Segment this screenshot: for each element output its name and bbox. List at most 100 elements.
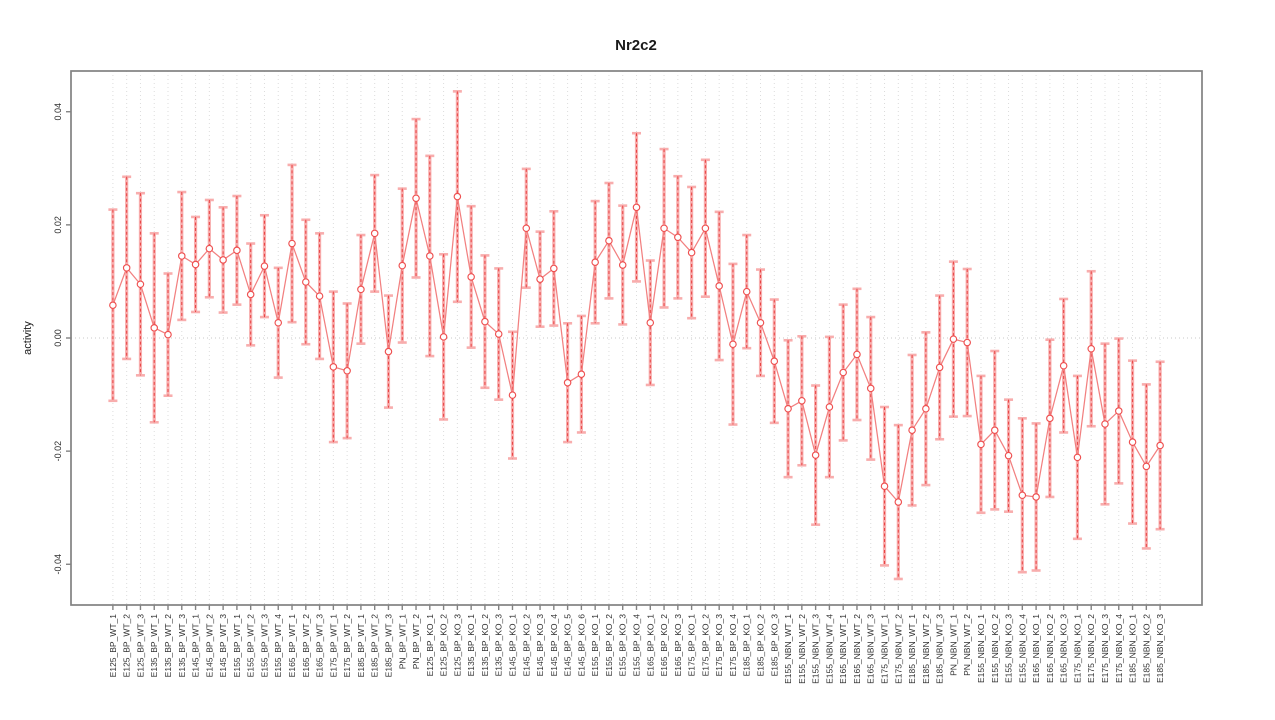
data-point: [164, 330, 172, 339]
x-tick-label: E165_NBN_KO_2: [1045, 614, 1055, 683]
x-tick-label: E185_NBN_KO_1: [1128, 614, 1138, 683]
data-point: [1101, 420, 1109, 428]
x-tick-label: E145_BP_KO_5: [563, 614, 573, 677]
x-tick-label: E165_NBN_WT_1: [838, 614, 848, 684]
x-tick-label: E155_BP_KO_1: [590, 614, 600, 677]
data-point: [550, 264, 558, 273]
y-tick-label: 0.04: [53, 103, 63, 121]
data-point: [1156, 441, 1164, 450]
data-point: [1032, 493, 1040, 501]
data-point: [894, 498, 903, 506]
x-tick-label: E165_BP_WT_1: [287, 614, 297, 678]
data-point: [178, 252, 186, 260]
x-tick-label: E155_NBN_WT_2: [797, 614, 807, 684]
data-point: [136, 280, 145, 289]
x-tick-label: E135_BP_WT_2: [163, 614, 173, 678]
x-tick-label: E155_NBN_KO_2: [990, 614, 1000, 683]
x-tick-label: E175_NBN_KO_1: [1072, 614, 1082, 683]
data-point: [646, 318, 655, 327]
x-tick-label: E155_NBN_KO_3: [1004, 614, 1014, 683]
data-point: [632, 203, 641, 212]
data-point: [343, 367, 351, 375]
series-layer: [109, 192, 1164, 506]
data-point: [701, 224, 710, 233]
data-point: [1142, 462, 1151, 471]
x-tick-label: E125_BP_WT_1: [108, 614, 118, 678]
x-tick-label: E155_BP_KO_4: [632, 614, 642, 677]
data-point: [1128, 438, 1137, 446]
y-axis-label: activity: [22, 321, 34, 355]
x-tick-label: E185_BP_WT_1: [356, 614, 366, 678]
data-point: [1073, 453, 1082, 462]
x-tick-label: E155_BP_WT_3: [259, 614, 269, 678]
data-point: [329, 363, 338, 371]
data-point: [288, 239, 296, 248]
x-tick-label: E175_BP_KO_4: [728, 614, 738, 677]
x-tick-label: E175_BP_KO_2: [700, 614, 710, 677]
data-point: [302, 278, 310, 286]
x-tick-label: E185_BP_WT_3: [383, 614, 393, 678]
data-point: [536, 275, 544, 283]
x-tick-label: E175_BP_KO_1: [687, 614, 697, 677]
data-point: [770, 357, 779, 365]
data-point: [742, 287, 751, 296]
data-point: [605, 236, 613, 245]
x-tick-label: E185_NBN_KO_2: [1141, 614, 1151, 683]
x-tick-label: E175_NBN_KO_3: [1100, 614, 1110, 683]
x-tick-label: E145_BP_KO_1: [507, 614, 517, 677]
data-point: [618, 261, 627, 269]
data-point: [963, 338, 971, 347]
x-tick-label: E165_NBN_KO_3: [1059, 614, 1069, 683]
x-tick-label: PN_NBN_WT_1: [948, 614, 958, 676]
x-tick-label: E175_NBN_WT_1: [880, 614, 890, 684]
data-point: [839, 368, 847, 377]
data-point: [1114, 407, 1123, 415]
x-tick-label: E155_BP_KO_3: [618, 614, 628, 677]
data-point: [674, 233, 682, 242]
x-tick-label: E185_NBN_KO_3: [1155, 614, 1165, 683]
x-tick-label: E165_NBN_KO_1: [1031, 614, 1041, 683]
x-tick-label: E185_BP_WT_2: [370, 614, 380, 678]
data-point: [522, 224, 531, 233]
x-tick-label: E125_BP_KO_2: [439, 614, 449, 677]
data-point: [109, 301, 117, 309]
data-point: [977, 440, 985, 449]
data-point: [370, 229, 379, 238]
data-point: [467, 273, 475, 281]
x-tick-label: E165_NBN_WT_3: [866, 614, 876, 684]
x-tick-label: E155_BP_WT_1: [232, 614, 242, 678]
x-tick-label: E125_BP_KO_1: [425, 614, 435, 677]
x-tick-label: E155_BP_WT_2: [246, 614, 256, 678]
x-tick-label: PN_BP_WT_1: [397, 614, 407, 670]
y-tick-label: -0.04: [53, 554, 63, 575]
data-point: [1087, 344, 1095, 353]
data-point: [219, 256, 227, 264]
x-tick-label: E125_BP_KO_3: [452, 614, 462, 677]
x-tick-label: E175_BP_WT_1: [328, 614, 338, 678]
data-point: [866, 384, 875, 393]
data-point: [439, 333, 448, 341]
x-tick-label: E135_BP_WT_3: [177, 614, 187, 678]
x-tick-label: E185_BP_KO_3: [769, 614, 779, 677]
x-tick-label: E185_NBN_WT_2: [921, 614, 931, 684]
data-point: [246, 290, 255, 299]
data-point: [591, 258, 599, 266]
data-point: [1046, 414, 1054, 423]
x-tick-label: E165_BP_KO_1: [645, 614, 655, 677]
data-point: [990, 426, 999, 434]
y-tick-label: 0.00: [53, 329, 63, 347]
data-point: [1018, 491, 1027, 500]
data-point: [412, 194, 420, 203]
x-tick-label: E125_BP_WT_2: [122, 614, 132, 678]
x-tick-label: E135_BP_KO_2: [480, 614, 490, 677]
data-point: [481, 317, 489, 326]
data-point: [205, 244, 214, 253]
data-point: [233, 246, 241, 255]
data-point: [1004, 451, 1013, 460]
x-tick-label: PN_NBN_WT_2: [962, 614, 972, 676]
x-tick-label: E145_BP_KO_2: [521, 614, 531, 677]
x-tick-label: E155_NBN_WT_4: [824, 614, 834, 684]
x-tick-label: E155_BP_KO_2: [604, 614, 614, 677]
